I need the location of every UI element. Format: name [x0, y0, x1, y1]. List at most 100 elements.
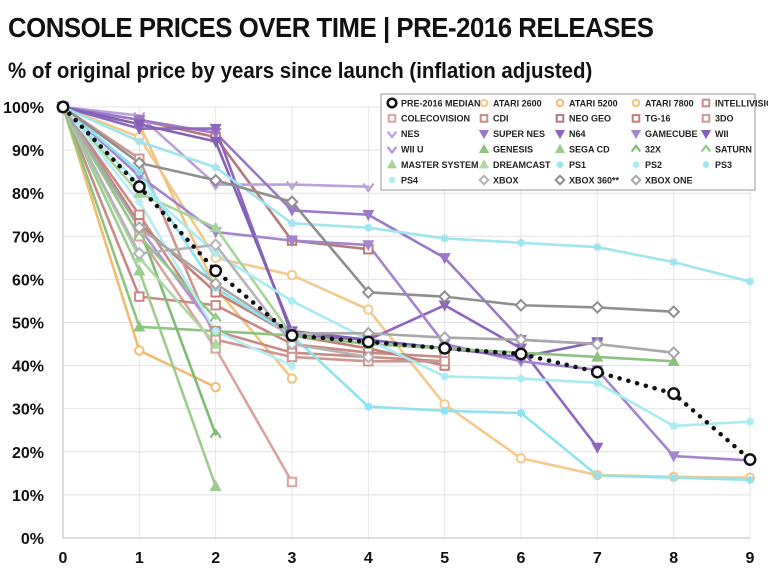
legend-item: MASTER SYSTEM: [386, 159, 479, 170]
legend-label: 32X: [645, 145, 661, 155]
x-tick-label: 4: [364, 550, 373, 567]
data-point: [209, 123, 222, 135]
legend-label: WII U: [401, 145, 424, 155]
data-point: [132, 221, 146, 235]
data-point: [745, 475, 755, 485]
y-tick-label: 40%: [12, 359, 44, 376]
y-tick-label: 50%: [12, 316, 44, 333]
legend-label: DREAMCAST: [493, 160, 551, 170]
data-point: [386, 159, 398, 169]
data-point: [514, 298, 528, 312]
data-point: [743, 453, 757, 467]
data-point: [364, 223, 373, 232]
data-point: [386, 146, 398, 155]
y-tick-label: 70%: [12, 229, 44, 246]
legend-label: PS4: [401, 175, 418, 185]
data-point: [135, 197, 144, 207]
data-point: [388, 176, 396, 184]
data-point: [667, 346, 681, 360]
series-line: [61, 105, 446, 363]
legend-label: CDI: [493, 114, 509, 124]
data-point: [209, 180, 222, 191]
legend-label: GAMECUBE: [645, 129, 698, 139]
legend-item: 32X: [630, 144, 661, 155]
series-line: [61, 105, 599, 359]
data-point: [478, 143, 490, 153]
series-line: [61, 105, 752, 482]
data-point: [285, 337, 299, 351]
data-point: [630, 174, 642, 186]
series-line: [61, 105, 446, 367]
series-line: [61, 105, 599, 346]
data-point: [287, 361, 297, 370]
data-point: [209, 173, 223, 187]
data-point: [591, 442, 604, 454]
data-point: [745, 277, 755, 286]
data-point: [745, 417, 755, 426]
data-point: [209, 428, 222, 439]
data-point: [516, 408, 526, 418]
y-tick-label: 20%: [12, 445, 44, 462]
legend-item: XBOX: [478, 174, 519, 186]
data-point: [438, 253, 451, 265]
legend-item: GENESIS: [478, 143, 533, 155]
data-point: [593, 242, 602, 252]
legend-item: WII: [700, 129, 729, 140]
x-tick-label: 7: [593, 550, 602, 567]
data-point: [285, 180, 299, 191]
data-point: [590, 337, 604, 351]
legend-label: SATURN: [715, 145, 752, 155]
data-point: [211, 249, 220, 258]
legend-label: NES: [401, 129, 420, 139]
data-point: [286, 351, 298, 363]
data-point: [361, 335, 375, 349]
data-point: [516, 238, 526, 247]
x-tick-label: 6: [517, 550, 526, 567]
legend-label: PS3: [715, 160, 732, 170]
y-tick-label: 10%: [12, 488, 44, 505]
data-point: [209, 264, 223, 278]
legend-item: CDI: [479, 114, 509, 124]
legend-item: PRE-2016 MEDIAN: [386, 97, 481, 109]
data-point: [701, 98, 711, 108]
series-line: [61, 105, 294, 367]
series-line: [61, 105, 752, 428]
x-tick-label: 0: [59, 550, 68, 567]
legend-item: DREAMCAST: [478, 159, 551, 170]
data-point: [362, 182, 375, 193]
data-point: [387, 114, 397, 123]
data-point: [439, 356, 450, 367]
data-point: [590, 365, 604, 379]
legend-label: PS1: [569, 160, 586, 170]
data-point: [386, 130, 398, 139]
y-tick-label: 60%: [12, 272, 44, 289]
legend-item: SEGA CD: [554, 143, 610, 155]
legend-item: GAMECUBE: [630, 129, 698, 140]
data-point: [210, 300, 221, 311]
data-point: [209, 312, 222, 323]
legend-box: [380, 93, 756, 191]
axes: 0% 10% 20% 30% 40% 50% 60% 70% 80% 90% 100% 0 1 2 3 4 5 6…: [3, 100, 754, 567]
data-point: [209, 480, 222, 491]
data-point: [514, 333, 528, 347]
legend-label: XBOX ONE: [645, 175, 693, 185]
data-point: [211, 163, 220, 172]
data-point: [555, 114, 565, 123]
data-point: [285, 235, 299, 247]
legend-label: COLECOVISION: [401, 114, 470, 124]
legend-item: INTELLIVISION: [701, 98, 768, 108]
legend-label: NEO GEO: [569, 114, 611, 124]
data-point: [386, 97, 398, 109]
data-point: [593, 378, 602, 388]
data-point: [667, 387, 681, 401]
legend-label: XBOX 360**: [569, 175, 620, 185]
legend-label: 3DO: [715, 114, 734, 124]
data-point: [209, 221, 222, 233]
data-point: [133, 264, 146, 276]
data-point: [132, 180, 146, 194]
data-point: [134, 209, 145, 220]
data-point: [440, 406, 449, 416]
legend-label: ATARI 7800: [645, 98, 694, 108]
legend-label: TG-16: [645, 114, 671, 124]
series-line: [61, 105, 294, 337]
